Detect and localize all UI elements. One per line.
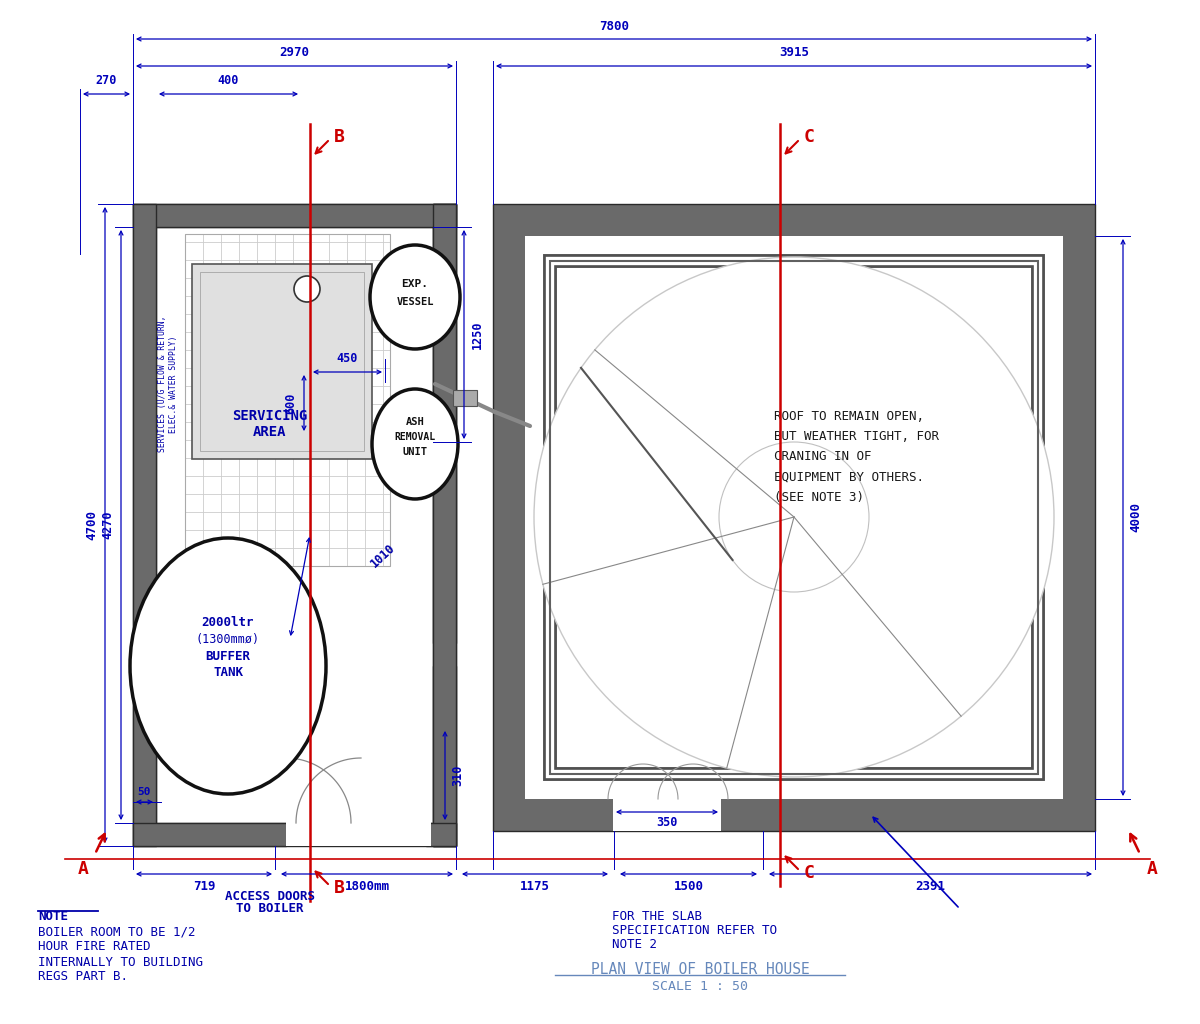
Text: 1500: 1500 — [673, 881, 703, 894]
Text: SERVICING
AREA: SERVICING AREA — [233, 409, 307, 439]
Text: 450: 450 — [337, 352, 358, 366]
Text: NOTE 2: NOTE 2 — [612, 938, 658, 950]
Text: SPECIFICATION REFER TO: SPECIFICATION REFER TO — [612, 924, 778, 937]
Text: EQUIPMENT BY OTHERS.: EQUIPMENT BY OTHERS. — [774, 470, 924, 483]
Text: 2970: 2970 — [280, 46, 310, 59]
Text: REGS PART B.: REGS PART B. — [38, 971, 128, 983]
Text: C: C — [804, 128, 815, 146]
Text: 4270: 4270 — [102, 511, 114, 540]
Text: 2391: 2391 — [916, 881, 946, 894]
Text: 3915: 3915 — [779, 46, 809, 59]
Text: CRANING IN OF: CRANING IN OF — [774, 451, 871, 464]
Text: 2000ltr: 2000ltr — [202, 615, 254, 629]
Text: BUT WEATHER TIGHT, FOR: BUT WEATHER TIGHT, FOR — [774, 430, 940, 443]
Bar — [433, 204, 456, 643]
Bar — [185, 234, 390, 566]
Bar — [286, 821, 431, 846]
Text: REMOVAL: REMOVAL — [395, 432, 436, 442]
Text: SCALE 1 : 50: SCALE 1 : 50 — [652, 980, 748, 992]
Bar — [550, 261, 1038, 774]
Bar — [133, 823, 456, 846]
Bar — [156, 823, 286, 846]
Bar — [454, 390, 478, 406]
Ellipse shape — [372, 389, 458, 499]
Text: B: B — [334, 128, 344, 146]
Text: A: A — [1146, 860, 1158, 878]
Bar — [426, 823, 456, 846]
Text: 600: 600 — [284, 392, 298, 414]
Text: ROOF TO REMAIN OPEN,: ROOF TO REMAIN OPEN, — [774, 411, 924, 424]
Bar — [433, 204, 456, 846]
Text: 4000: 4000 — [1129, 503, 1142, 532]
Bar — [433, 666, 456, 846]
Text: 1175: 1175 — [520, 881, 550, 894]
Text: 310: 310 — [451, 765, 464, 786]
Text: 270: 270 — [96, 75, 118, 87]
Text: PLAN VIEW OF BOILER HOUSE: PLAN VIEW OF BOILER HOUSE — [590, 962, 809, 977]
Text: VESSEL: VESSEL — [396, 297, 433, 307]
Text: 1800mm: 1800mm — [344, 881, 390, 894]
Text: 350: 350 — [656, 815, 678, 828]
Text: ASH: ASH — [406, 417, 425, 427]
Bar — [192, 264, 372, 459]
Bar — [200, 272, 364, 451]
Bar — [133, 204, 456, 227]
Text: UNIT: UNIT — [402, 447, 427, 457]
Text: 719: 719 — [193, 881, 215, 894]
Text: EXP.: EXP. — [402, 279, 428, 289]
Text: TO BOILER: TO BOILER — [236, 902, 304, 915]
Bar — [133, 204, 156, 846]
Text: C: C — [804, 864, 815, 882]
Bar — [526, 236, 1063, 799]
Bar — [613, 797, 721, 831]
Text: A: A — [78, 860, 89, 878]
Ellipse shape — [130, 538, 326, 794]
Text: INTERNALLY TO BUILDING: INTERNALLY TO BUILDING — [38, 955, 203, 969]
Text: (1300mmø): (1300mmø) — [196, 633, 260, 645]
Text: HOUR FIRE RATED: HOUR FIRE RATED — [38, 940, 150, 953]
Text: ACCESS DOORS: ACCESS DOORS — [226, 890, 314, 902]
Text: 4700: 4700 — [85, 510, 98, 540]
Text: 1010: 1010 — [368, 542, 398, 570]
Bar — [493, 204, 1096, 831]
Bar — [133, 204, 456, 227]
Text: 50: 50 — [138, 787, 151, 797]
Circle shape — [534, 257, 1054, 777]
Text: FOR THE SLAB: FOR THE SLAB — [612, 909, 702, 923]
Text: BOILER ROOM TO BE 1/2: BOILER ROOM TO BE 1/2 — [38, 926, 196, 939]
Text: (SEE NOTE 3): (SEE NOTE 3) — [774, 490, 864, 504]
Text: B: B — [334, 879, 344, 897]
Text: BUFFER: BUFFER — [205, 649, 251, 663]
Text: 400: 400 — [218, 75, 239, 87]
Bar — [550, 261, 1038, 774]
Text: SERVICES (U/G FLOW & RETURN,
ELEC.& WATER SUPPLY): SERVICES (U/G FLOW & RETURN, ELEC.& WATE… — [158, 315, 178, 453]
Bar — [550, 261, 1038, 774]
Bar — [433, 204, 456, 846]
Bar — [133, 227, 156, 846]
Text: TANK: TANK — [214, 667, 242, 680]
Bar — [156, 227, 433, 823]
Ellipse shape — [370, 245, 460, 349]
Text: 1250: 1250 — [470, 321, 484, 349]
Text: NOTE: NOTE — [38, 910, 68, 924]
Text: 7800: 7800 — [599, 19, 629, 33]
Circle shape — [294, 276, 320, 302]
